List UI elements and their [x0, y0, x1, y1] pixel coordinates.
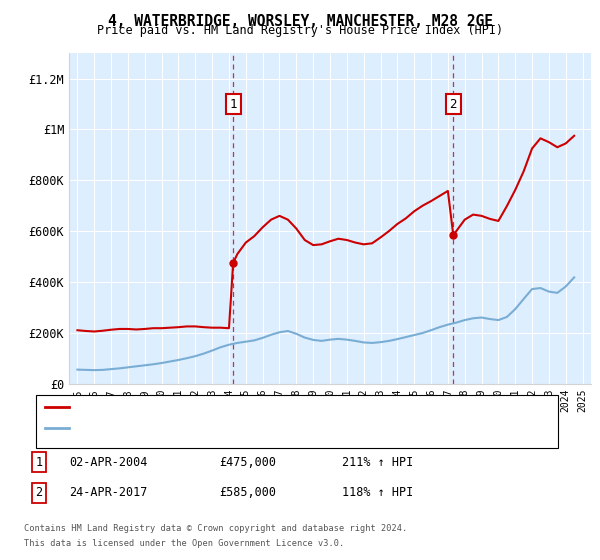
Text: 1: 1: [35, 455, 43, 469]
Text: 2: 2: [449, 97, 457, 110]
Text: 24-APR-2017: 24-APR-2017: [69, 486, 148, 500]
Text: 1: 1: [229, 97, 237, 110]
Text: 4, WATERBRIDGE, WORSLEY, MANCHESTER, M28 2GE (detached house): 4, WATERBRIDGE, WORSLEY, MANCHESTER, M28…: [72, 402, 453, 412]
Text: 2: 2: [35, 486, 43, 500]
Text: This data is licensed under the Open Government Licence v3.0.: This data is licensed under the Open Gov…: [24, 539, 344, 548]
Text: 211% ↑ HPI: 211% ↑ HPI: [342, 455, 413, 469]
Text: Contains HM Land Registry data © Crown copyright and database right 2024.: Contains HM Land Registry data © Crown c…: [24, 524, 407, 533]
Text: 118% ↑ HPI: 118% ↑ HPI: [342, 486, 413, 500]
Text: Price paid vs. HM Land Registry's House Price Index (HPI): Price paid vs. HM Land Registry's House …: [97, 24, 503, 37]
Text: HPI: Average price, detached house, Salford: HPI: Average price, detached house, Salf…: [72, 423, 341, 433]
Text: £585,000: £585,000: [219, 486, 276, 500]
Text: £475,000: £475,000: [219, 455, 276, 469]
Text: 02-APR-2004: 02-APR-2004: [69, 455, 148, 469]
Text: 4, WATERBRIDGE, WORSLEY, MANCHESTER, M28 2GE: 4, WATERBRIDGE, WORSLEY, MANCHESTER, M28…: [107, 14, 493, 29]
